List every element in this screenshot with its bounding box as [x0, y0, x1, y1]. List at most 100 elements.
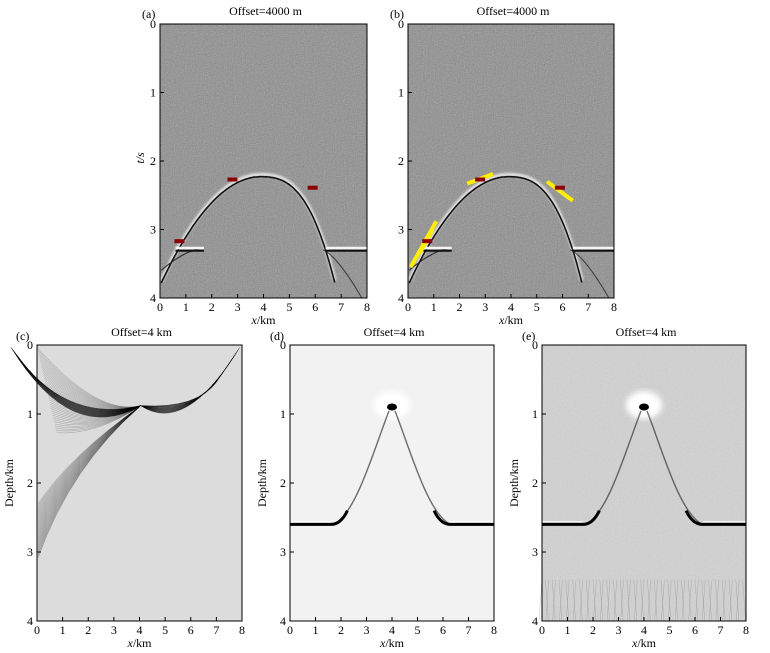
wavefront-curve	[51, 405, 141, 421]
x-tick-label: 1	[60, 623, 66, 637]
y-tick-label: 0	[398, 17, 404, 31]
x-tick-label: 5	[286, 300, 292, 314]
panel-e: 0 1 2 3 4 5 6 7 8 0 1 2 3 4 (e) Offset=4 km x/km Dep…	[507, 325, 749, 650]
y-tick-label: 2	[532, 476, 538, 490]
y-tick-label: 3	[532, 545, 538, 559]
y-tick-label: 3	[150, 223, 156, 237]
panel-b-events	[407, 173, 614, 299]
x-tick-label: 0	[34, 623, 40, 637]
y-tick-label: 0	[280, 338, 286, 352]
wavefront-curve	[52, 405, 141, 422]
x-tick-label: 8	[743, 623, 749, 637]
event-curve	[160, 175, 336, 284]
y-tick-label: 2	[150, 154, 156, 168]
x-tick-label: 1	[313, 623, 319, 637]
wavefront-curve	[37, 405, 141, 511]
artifact-streak	[654, 579, 658, 622]
wavefront-curve	[37, 405, 141, 543]
panel-b-letter: (b)	[390, 7, 404, 21]
reflector-right	[432, 509, 494, 526]
panel-c-x-ticks: 0 1 2 3 4 5 6 7 8	[34, 617, 245, 637]
wavefront-curve	[49, 401, 141, 417]
slope-segment	[545, 179, 574, 203]
panel-b-title: Offset=4000 m	[477, 4, 551, 18]
y-tick-label: 4	[280, 614, 286, 628]
x-tick-label: 5	[667, 623, 673, 637]
wavefront-curve	[37, 405, 141, 514]
y-tick-label: 1	[150, 86, 156, 100]
y-tick-label: 3	[280, 545, 286, 559]
artifact-streak	[735, 579, 740, 622]
wavefront-curve	[39, 357, 141, 408]
x-tick-label: 1	[431, 300, 437, 314]
x-tick-label: 2	[338, 623, 344, 637]
panel-c-title: Offset=4 km	[111, 325, 173, 339]
artifact-streak	[592, 579, 597, 622]
pick-marker	[475, 177, 486, 182]
artifact-streak	[661, 579, 665, 622]
y-tick-label: 3	[27, 545, 33, 559]
artifact-streak	[681, 579, 686, 622]
panel-a-x-label-var: x	[251, 313, 258, 327]
artifact-streak	[660, 579, 665, 622]
panel-b-x-label: x/km	[498, 313, 524, 327]
artifact-streak	[701, 579, 706, 622]
wavefront-curve	[55, 405, 141, 432]
artifact-streak	[585, 579, 590, 622]
wavefront-curve	[53, 405, 141, 424]
wavefront-curve	[37, 405, 141, 521]
wavefront-curve	[37, 405, 141, 548]
wavefront-curve	[50, 405, 141, 419]
event-diffraction-right	[322, 249, 363, 299]
wavefront-curve	[37, 405, 141, 515]
wavefront-curve	[37, 405, 141, 539]
panel-d-x-label: x/km	[379, 636, 405, 650]
y-tick-label: 4	[398, 291, 404, 305]
artifact-streak	[599, 579, 604, 622]
x-tick-label: 8	[364, 300, 370, 314]
y-tick-label: 3	[398, 223, 404, 237]
flank-right	[394, 410, 451, 526]
artifact-streak	[674, 579, 679, 622]
x-tick-label: 8	[611, 300, 617, 314]
artifact-streak	[721, 579, 726, 622]
panel-c-curves	[10, 346, 241, 559]
wavefront-curve	[37, 405, 141, 545]
panel-b-x-label-var: x	[498, 313, 505, 327]
x-tick-label: 2	[209, 300, 215, 314]
artifact-streak	[701, 579, 706, 622]
x-tick-label: 4	[508, 300, 514, 314]
artifact-streak	[545, 579, 550, 622]
wavefront-curve	[37, 405, 141, 535]
panel-d-x-label-var: x	[379, 636, 386, 650]
artifact-streak	[708, 579, 712, 622]
artifact-streak	[613, 579, 618, 622]
wavefront-curve	[56, 405, 141, 434]
x-tick-label: 6	[560, 300, 566, 314]
wavefront-curve	[37, 405, 141, 527]
panel-c-y-label: Depth/km	[2, 458, 16, 507]
event-curve-halo	[407, 173, 584, 282]
panel-c: 0 1 2 3 4 5 6 7 8 0 1 2 3 4 (c) Offset=4 km x/km Dep…	[2, 325, 245, 650]
artifact-streak	[722, 579, 726, 622]
x-tick-label: 0	[157, 300, 163, 314]
wavefront-curve	[52, 405, 141, 423]
x-tick-label: 8	[491, 623, 497, 637]
wavefront-curve	[55, 405, 141, 430]
wavefront-curve	[48, 399, 141, 416]
wavefront-curve	[37, 405, 141, 550]
panel-b-noise	[408, 24, 614, 298]
wavefront-curve	[37, 405, 141, 559]
wavefront-curve	[37, 405, 141, 510]
x-tick-label: 0	[405, 300, 411, 314]
wavefront-curve	[37, 405, 141, 553]
artifact-streak	[593, 579, 597, 622]
y-tick-label: 0	[150, 17, 156, 31]
artifact-streak	[572, 579, 577, 622]
artifact-streak	[640, 579, 644, 622]
x-tick-label: 4	[641, 623, 647, 637]
x-tick-label: 5	[534, 300, 540, 314]
panel-d-title: Offset=4 km	[364, 325, 426, 339]
artifact-streak	[579, 579, 583, 622]
panel-d-image	[290, 391, 494, 526]
